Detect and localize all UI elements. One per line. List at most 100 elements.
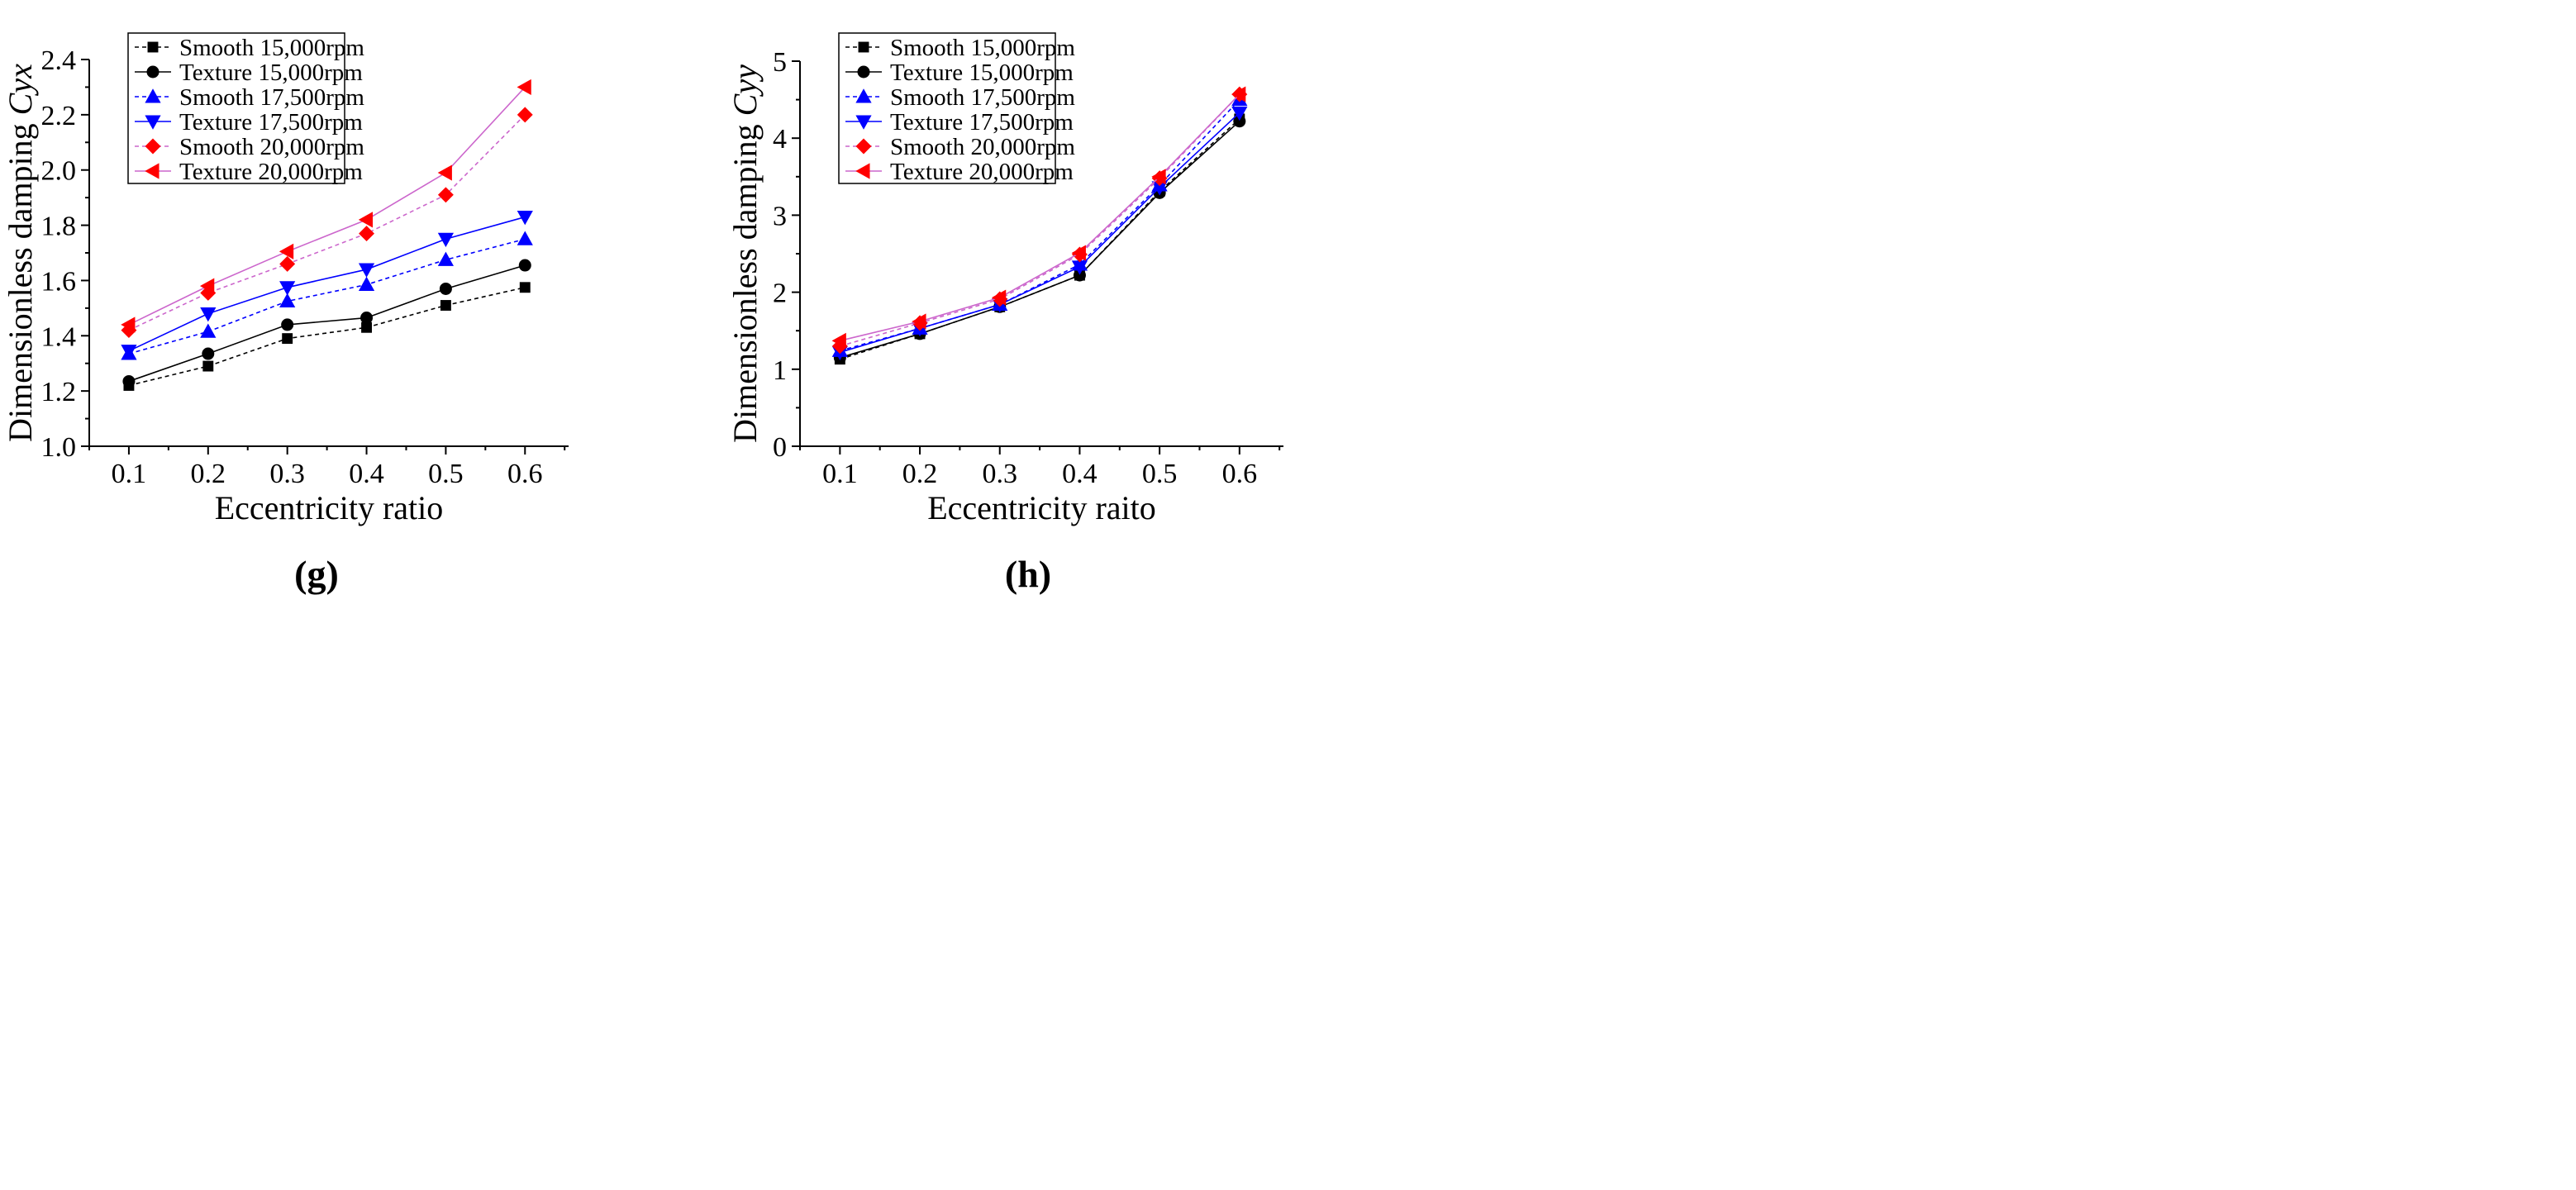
y-tick-label: 1 [773,355,787,386]
legend-label: Texture 17,500rpm [179,109,363,136]
data-point [279,293,296,307]
series-line-6 [128,86,526,326]
data-point [440,300,451,311]
y-tick-label: 5 [773,47,787,78]
x-axis-title: Eccentricity ratio [215,489,444,526]
x-tick-label: 0.6 [1222,459,1258,489]
y-tick-label: 4 [773,124,787,155]
y-axis-title-text: Dimensionless damping [2,115,39,442]
data-point [202,360,214,372]
data-point [282,333,293,345]
series-line-2 [128,264,526,383]
data-point [121,317,136,333]
series-line-5 [840,93,1240,347]
legend-label: Texture 17,500rpm [890,109,1074,136]
data-point [122,374,136,388]
legend-marker [855,163,870,179]
x-tick-label: 0.2 [902,459,938,489]
data-point [281,318,294,331]
data-point [361,321,372,333]
legend-label: Texture 15,000rpm [179,60,363,86]
series-line-2 [840,121,1240,359]
x-tick-label: 0.1 [822,459,858,489]
x-tick-label: 0.5 [428,459,464,489]
panel-label: (h) [1005,553,1051,595]
y-axis-title-text: Dimensionless damping [726,116,764,443]
series-line-4 [840,112,1240,354]
series-line-1 [128,287,526,387]
y-tick-label: 1.0 [41,432,77,463]
legend-marker [855,88,872,103]
legend-marker [857,65,870,79]
y-axis-title: Dimensionless damping Cyy [726,64,764,443]
data-point [439,282,452,295]
y-tick-label: 1.2 [41,377,77,407]
y-tick-label: 2.0 [41,156,77,187]
y-tick-label: 2.2 [41,101,77,131]
data-point [517,211,533,226]
legend-label: Smooth 20,000rpm [890,134,1075,160]
legend-marker [855,138,872,155]
data-point [358,276,375,291]
data-point [831,332,846,349]
data-point [121,345,137,359]
data-point [437,251,455,266]
data-point [360,312,374,325]
data-point [912,313,926,330]
x-axis-title: Eccentricity raito [927,489,1156,526]
x-tick-label: 0.4 [349,459,384,489]
legend-label: Texture 20,000rpm [179,159,363,185]
x-tick-label: 0.4 [1062,459,1098,489]
data-point [279,255,296,272]
x-tick-label: 0.3 [982,459,1017,489]
data-point [517,107,533,123]
y-tick-label: 0 [773,432,787,463]
legend-label: Smooth 17,500rpm [179,84,364,111]
legend-label: Smooth 15,000rpm [179,35,364,61]
legend-label: Texture 20,000rpm [890,159,1074,185]
legend-marker [145,163,160,179]
legend-label: Smooth 17,500rpm [890,84,1075,111]
legend-marker [145,138,161,155]
legend-label: Smooth 15,000rpm [890,35,1075,61]
data-point [437,164,452,181]
data-point [517,79,531,96]
legend-marker [858,41,869,53]
legend-marker [146,65,160,79]
y-tick-label: 1.8 [41,212,77,242]
y-axis-title: Dimensionless damping Cyx [2,64,39,442]
data-point [991,289,1007,306]
y-tick-label: 1.4 [41,321,77,352]
data-point [1231,106,1248,121]
panel-label: (g) [294,553,339,595]
x-tick-label: 0.6 [507,459,543,489]
y-tick-label: 3 [773,201,787,231]
data-point [517,231,533,245]
chart-panel-g: 1.0 1.2 1.4 1.6 1.8 2.0 2.2 2.4 0.1 0.2 0.3 0.4 0.5 0… [2,32,569,595]
series-line-4 [128,216,526,352]
legend-box [838,32,1056,184]
data-point [1231,86,1246,102]
y-tick-label: 2.4 [41,45,77,76]
legend-label: Smooth 20,000rpm [179,134,364,160]
y-axis-title-variable: Cyx [2,64,39,115]
series-line-6 [840,93,1240,342]
data-point [200,307,217,322]
x-tick-label: 0.5 [1142,459,1178,489]
x-tick-label: 0.3 [269,459,305,489]
data-point [359,226,374,242]
data-point [437,232,455,248]
data-point [279,281,296,296]
data-point [437,187,454,203]
data-point [358,263,375,278]
data-point [519,282,531,293]
data-point [1151,169,1166,185]
y-tick-label: 2 [773,278,787,309]
y-axis-title-variable: Cyy [726,64,764,116]
legend-label: Texture 15,000rpm [890,60,1074,86]
legend-marker [145,88,161,103]
legend-box [127,32,345,184]
